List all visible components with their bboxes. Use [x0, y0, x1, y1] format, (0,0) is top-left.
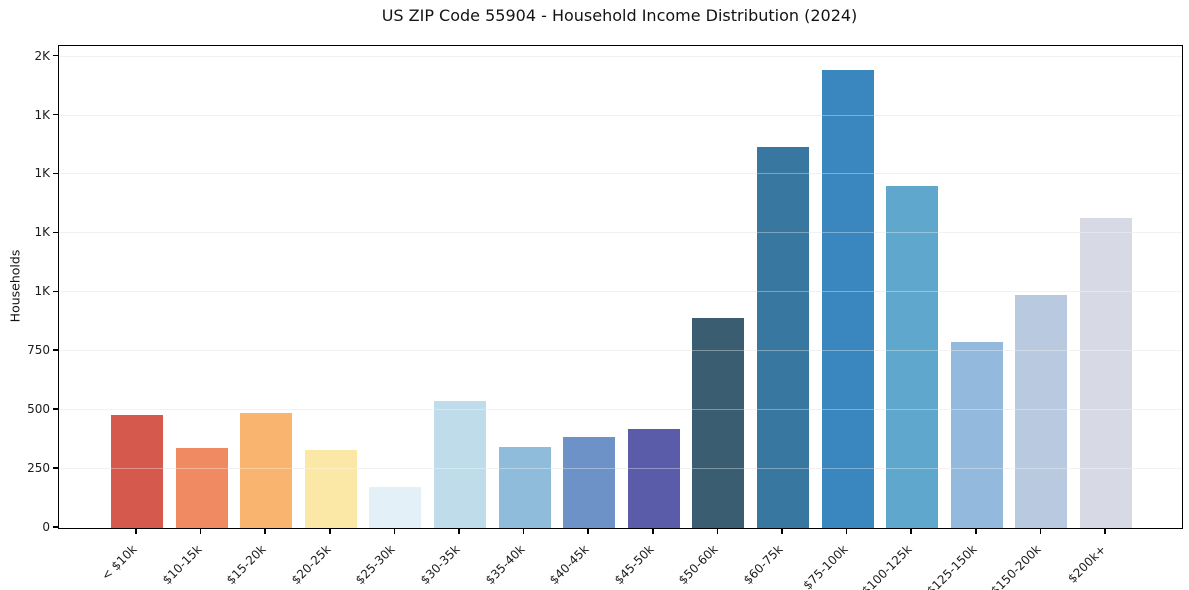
y-tick-label: 750 [27, 343, 50, 358]
x-tick-mark [458, 528, 460, 534]
bar-75-100k [821, 69, 874, 528]
bar-15-20k [240, 412, 293, 528]
x-tick-mark [135, 528, 137, 534]
y-tick-label: 1K [34, 107, 50, 122]
y-tick-label: 250 [27, 461, 50, 476]
x-tick-label: < $10k [98, 542, 140, 584]
y-tick-mark [53, 113, 58, 116]
gridline [59, 468, 1182, 470]
bar-200k [1080, 218, 1132, 528]
gridlines-under-layer [59, 46, 1182, 528]
y-tick-label: 500 [27, 402, 50, 417]
x-tick-mark [652, 528, 654, 534]
bar-50-60k [692, 318, 745, 528]
plot-area [58, 45, 1183, 529]
bar-25-30k [369, 486, 422, 528]
x-tick-mark [587, 528, 589, 534]
bar-40-45k [563, 437, 616, 528]
gridline-overlay [59, 55, 1182, 57]
y-tick-mark [53, 172, 58, 175]
gridline-overlay [59, 350, 1182, 352]
bar-30-35k [434, 400, 486, 528]
x-tick-mark [1039, 528, 1042, 534]
gridline-overlay [59, 173, 1182, 175]
x-tick-mark [845, 528, 848, 534]
bar-10-15k [175, 447, 228, 528]
y-tick-mark [53, 408, 58, 410]
bar-20-25k [304, 450, 357, 528]
gridlines-over-layer [59, 46, 1182, 528]
y-tick-mark [53, 231, 58, 234]
gridline [59, 232, 1182, 234]
x-tick-mark [781, 528, 783, 534]
y-tick-mark [53, 349, 58, 351]
x-tick-mark [522, 528, 525, 534]
y-tick-mark [53, 290, 58, 293]
y-tick-label: 1K [34, 284, 50, 299]
gridline-overlay [59, 409, 1182, 411]
x-tick-mark [1104, 528, 1106, 534]
y-tick-label: 2K [34, 48, 50, 63]
gridline [59, 55, 1182, 57]
gridline-overlay [59, 114, 1182, 116]
x-tick-mark [910, 528, 912, 534]
bar-45-50k [627, 429, 680, 528]
x-tick-mark [393, 528, 396, 534]
gridline [59, 291, 1182, 293]
bar-125-150k [950, 341, 1003, 528]
gridline-overlay [59, 232, 1182, 234]
bar-10k [111, 414, 163, 528]
bars-layer [59, 46, 1182, 528]
gridline-overlay [59, 291, 1182, 293]
bar-100-125k [886, 186, 939, 528]
x-tick-mark [975, 528, 977, 534]
y-tick-mark [53, 54, 58, 57]
y-tick-label: 1K [34, 166, 50, 181]
x-tick-mark [716, 528, 719, 534]
y-tick-mark [53, 467, 58, 469]
gridline [59, 409, 1182, 411]
chart-title: US ZIP Code 55904 - Household Income Dis… [381, 6, 858, 25]
x-tick-mark [264, 528, 266, 534]
gridline [59, 114, 1182, 116]
bar-35-40k [498, 446, 551, 528]
y-tick-label: 1K [34, 225, 50, 240]
y-tick-mark [53, 526, 58, 528]
y-tick-label: 0 [42, 520, 50, 534]
x-tick-mark [199, 528, 202, 534]
gridline [59, 173, 1182, 175]
x-tick-mark [329, 528, 331, 534]
gridline-overlay [59, 468, 1182, 470]
bar-150-200k [1015, 294, 1068, 528]
gridline [59, 350, 1182, 352]
bar-60-75k [757, 147, 809, 528]
